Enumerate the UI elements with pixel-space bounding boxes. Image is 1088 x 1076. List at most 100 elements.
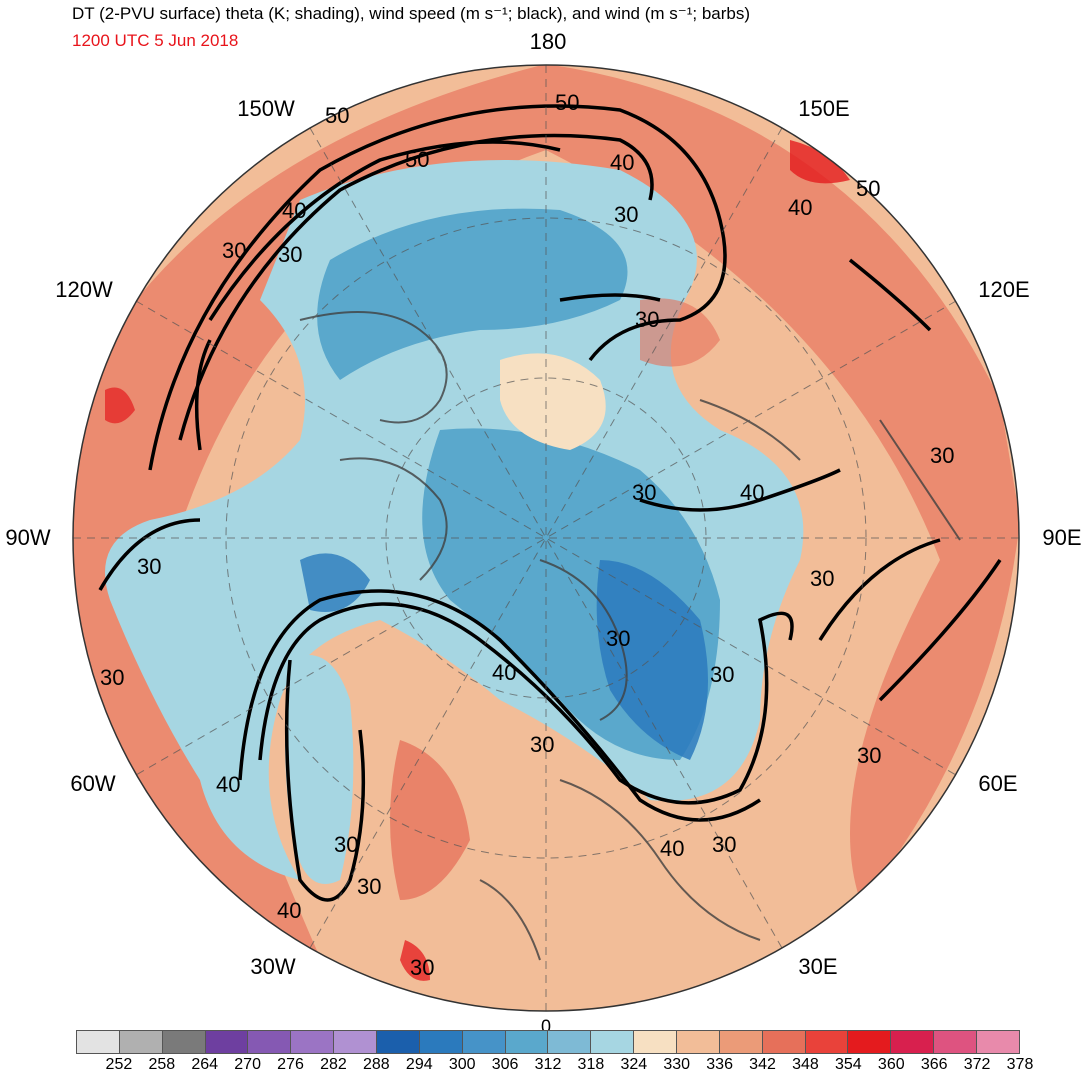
colorbar-swatch xyxy=(762,1031,806,1053)
coastlines xyxy=(299,311,961,961)
contour-label: 40 xyxy=(610,150,634,175)
cold-core-3 xyxy=(596,560,708,760)
colorbar-tick-label: 342 xyxy=(749,1056,776,1073)
lon-label-120w: 120W xyxy=(55,277,113,302)
colorbar-tick-label: 270 xyxy=(234,1056,261,1073)
hot-spot-1 xyxy=(790,140,850,184)
lon-label-60w: 60W xyxy=(70,771,116,796)
contour-label: 50 xyxy=(325,103,349,128)
theta-colorbar xyxy=(76,1030,1020,1054)
contour-label: 30 xyxy=(357,874,381,899)
contour-label: 50 xyxy=(555,90,579,115)
colorbar-tick-label: 264 xyxy=(191,1056,219,1073)
warm-pool-3 xyxy=(390,740,470,900)
map-title: DT (2-PVU surface) theta (K; shading), w… xyxy=(72,4,751,23)
lon-label-90e: 90E xyxy=(1042,525,1082,550)
colorbar-swatch xyxy=(977,1031,1019,1053)
contour-label: 30 xyxy=(614,202,638,227)
cold-core-4 xyxy=(300,553,370,612)
colorbar-tick-label: 354 xyxy=(835,1056,862,1073)
lon-label-150e: 150E xyxy=(798,96,850,121)
colorbar-swatch xyxy=(377,1031,420,1053)
colorbar-swatch xyxy=(505,1031,549,1053)
contour-label: 30 xyxy=(635,307,659,332)
colorbar-tick-label: 348 xyxy=(792,1056,819,1073)
hot-spot-3 xyxy=(400,940,430,981)
colorbar-tick-label: 318 xyxy=(577,1056,605,1073)
lon-label-90w: 90W xyxy=(5,525,51,550)
colorbar-swatch xyxy=(162,1031,206,1053)
contour-label: 30 xyxy=(278,242,302,267)
contour-label: 30 xyxy=(857,743,881,768)
colorbar-tick-label: 378 xyxy=(1006,1056,1034,1073)
colorbar-swatch xyxy=(591,1031,635,1053)
colorbar-tick-label: 288 xyxy=(363,1056,390,1073)
map-border xyxy=(72,64,1020,1012)
contour-label: 30 xyxy=(710,662,734,687)
contour-label: 30 xyxy=(100,665,124,690)
warm-pool-2 xyxy=(640,298,720,367)
colorbar-tick-label: 300 xyxy=(448,1056,476,1073)
cold-core-1 xyxy=(317,208,628,380)
colorbar-tick-label: 276 xyxy=(277,1056,304,1073)
contour-label: 30 xyxy=(410,955,434,980)
colorbar-swatch xyxy=(805,1031,849,1053)
contour-label: 30 xyxy=(606,626,630,651)
lon-label-180: 180 xyxy=(529,29,567,54)
colorbar-swatch xyxy=(334,1031,378,1053)
contour-label: 40 xyxy=(216,772,240,797)
contour-label: 30 xyxy=(334,832,358,857)
lon-label-120e: 120E xyxy=(978,277,1030,302)
colorbar-swatch xyxy=(634,1031,678,1053)
contour-label: 40 xyxy=(660,836,684,861)
contour-label: 50 xyxy=(405,147,429,172)
colorbar-swatch xyxy=(677,1031,720,1053)
colorbar-swatch xyxy=(419,1031,463,1053)
graticule xyxy=(73,65,1019,1011)
contour-label: 40 xyxy=(277,898,301,923)
contour-label: 30 xyxy=(632,480,656,505)
colorbar-swatch xyxy=(848,1031,892,1053)
contour-label: 40 xyxy=(740,480,764,505)
colorbar-tick-label: 330 xyxy=(663,1056,691,1073)
colorbar-swatch xyxy=(248,1031,292,1053)
lon-label-0: 0 xyxy=(540,1016,552,1037)
contour-label: 30 xyxy=(810,566,834,591)
colorbar-swatch xyxy=(462,1031,506,1053)
colorbar-tick-label: 324 xyxy=(620,1056,648,1073)
colorbar-tick-label: 366 xyxy=(920,1056,948,1073)
colorbar-swatch xyxy=(291,1031,335,1053)
warm-pool-1 xyxy=(500,353,606,450)
contour-label: 40 xyxy=(282,198,306,223)
cold-tongue-atlantic xyxy=(285,655,354,884)
lon-label-30e: 30E xyxy=(798,954,838,979)
colorbar-swatch xyxy=(205,1031,249,1053)
lon-label-60e: 60E xyxy=(978,771,1018,796)
contour-label: 30 xyxy=(222,238,246,263)
colorbar-tick-label: 360 xyxy=(877,1056,905,1073)
contour-label: 30 xyxy=(712,832,736,857)
colorbar-tick-label: 306 xyxy=(491,1056,519,1073)
colorbar-tick-label: 336 xyxy=(706,1056,733,1073)
colorbar-swatch xyxy=(934,1031,978,1053)
colorbar-swatch xyxy=(719,1031,763,1053)
colorbar-swatch xyxy=(119,1031,163,1053)
contour-label: 40 xyxy=(788,195,812,220)
colorbar-tick-label: 294 xyxy=(405,1056,433,1073)
polar-map: 50 50 50 40 30 30 40 30 30 50 40 30 30 3… xyxy=(72,64,1020,1012)
contour-value-labels: 50 50 50 40 30 30 40 30 30 50 40 30 30 3… xyxy=(100,90,954,980)
hot-spot-2 xyxy=(105,387,135,424)
colorbar-tick-label: 282 xyxy=(320,1056,347,1073)
colorbar-swatch xyxy=(891,1031,935,1053)
wind-speed-contours xyxy=(98,104,1002,902)
contour-label: 30 xyxy=(530,732,554,757)
colorbar-labels: 252 258 264 270 276 282 288 294 300 306 312 318 324 3… xyxy=(76,1056,1034,1076)
colorbar-swatch xyxy=(77,1031,120,1053)
colorbar-tick-label: 372 xyxy=(963,1056,991,1073)
colorbar-tick-label: 252 xyxy=(105,1056,133,1073)
lon-label-150w: 150W xyxy=(237,96,295,121)
contour-label: 30 xyxy=(137,554,161,579)
contour-label: 30 xyxy=(930,443,954,468)
colorbar-swatch xyxy=(548,1031,592,1053)
contour-label: 40 xyxy=(492,660,516,685)
